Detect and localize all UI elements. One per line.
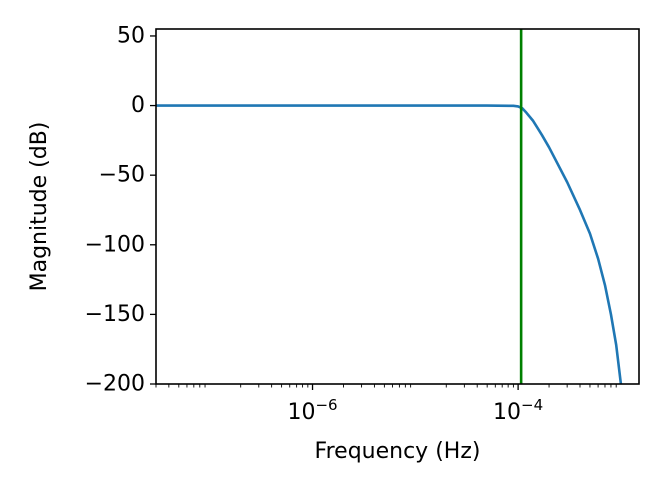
x-tick-label: 10−4 xyxy=(493,396,543,425)
series-line-0 xyxy=(156,104,623,384)
y-tick-label: 0 xyxy=(131,93,145,118)
x-tick-label: 10−6 xyxy=(287,396,337,425)
x-axis-label: Frequency (Hz) xyxy=(315,439,481,464)
y-axis-label: Magnitude (dB) xyxy=(27,122,52,292)
y-tick-label: 50 xyxy=(117,23,145,48)
y-tick-label: −50 xyxy=(99,163,145,188)
y-tick-label: −200 xyxy=(85,372,145,397)
plot-frame xyxy=(155,28,640,385)
y-tick-label: −150 xyxy=(85,302,145,327)
y-tick-label: −100 xyxy=(85,232,145,257)
